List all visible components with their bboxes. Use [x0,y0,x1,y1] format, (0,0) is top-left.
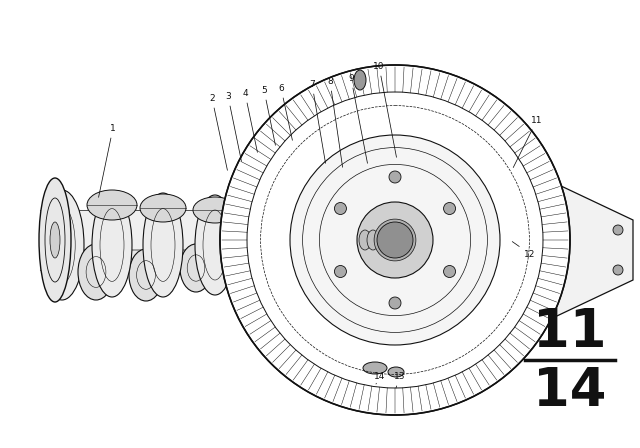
Ellipse shape [359,230,371,250]
Text: 4: 4 [242,89,257,152]
Ellipse shape [354,70,366,90]
Ellipse shape [246,197,284,293]
Circle shape [389,297,401,309]
Ellipse shape [140,194,186,222]
Ellipse shape [388,367,404,377]
Circle shape [374,219,416,261]
Ellipse shape [337,216,373,264]
Ellipse shape [143,193,183,297]
Ellipse shape [345,221,373,259]
Ellipse shape [363,362,387,374]
Ellipse shape [193,197,237,223]
Text: 3: 3 [225,91,241,161]
Circle shape [335,266,346,277]
Text: 11: 11 [513,116,543,168]
Circle shape [444,266,456,277]
Text: 5: 5 [261,86,275,145]
Text: 13: 13 [394,371,406,388]
Polygon shape [428,142,633,358]
Ellipse shape [39,178,71,302]
Ellipse shape [129,249,163,301]
Ellipse shape [92,193,132,297]
Ellipse shape [180,244,212,292]
Ellipse shape [40,190,84,300]
Text: 2: 2 [209,94,227,170]
Text: 11: 11 [533,306,607,358]
Text: 12: 12 [512,241,536,258]
Circle shape [613,225,623,235]
Polygon shape [181,250,205,272]
Text: 7: 7 [309,79,326,163]
Circle shape [389,171,401,183]
Ellipse shape [244,200,286,224]
Circle shape [357,202,433,278]
Text: 9: 9 [348,73,367,163]
Text: 10: 10 [373,61,396,157]
Ellipse shape [295,204,335,226]
Ellipse shape [363,218,387,262]
Circle shape [290,135,500,345]
Ellipse shape [368,228,382,252]
Text: 6: 6 [278,83,292,140]
Circle shape [444,202,456,215]
Polygon shape [231,250,255,270]
Ellipse shape [230,243,262,287]
Text: 1: 1 [99,124,116,197]
Ellipse shape [50,222,60,258]
Polygon shape [79,250,107,275]
Circle shape [377,222,413,258]
Ellipse shape [87,190,137,220]
Ellipse shape [297,201,333,289]
Ellipse shape [367,230,379,250]
Ellipse shape [375,230,387,250]
Text: 14: 14 [374,371,386,384]
Circle shape [220,65,570,415]
Text: 14: 14 [533,365,607,417]
Polygon shape [130,250,156,278]
Circle shape [335,202,346,215]
Ellipse shape [353,226,373,254]
Ellipse shape [78,244,114,300]
Ellipse shape [195,195,235,295]
Text: 8: 8 [327,77,342,167]
Circle shape [613,265,623,275]
